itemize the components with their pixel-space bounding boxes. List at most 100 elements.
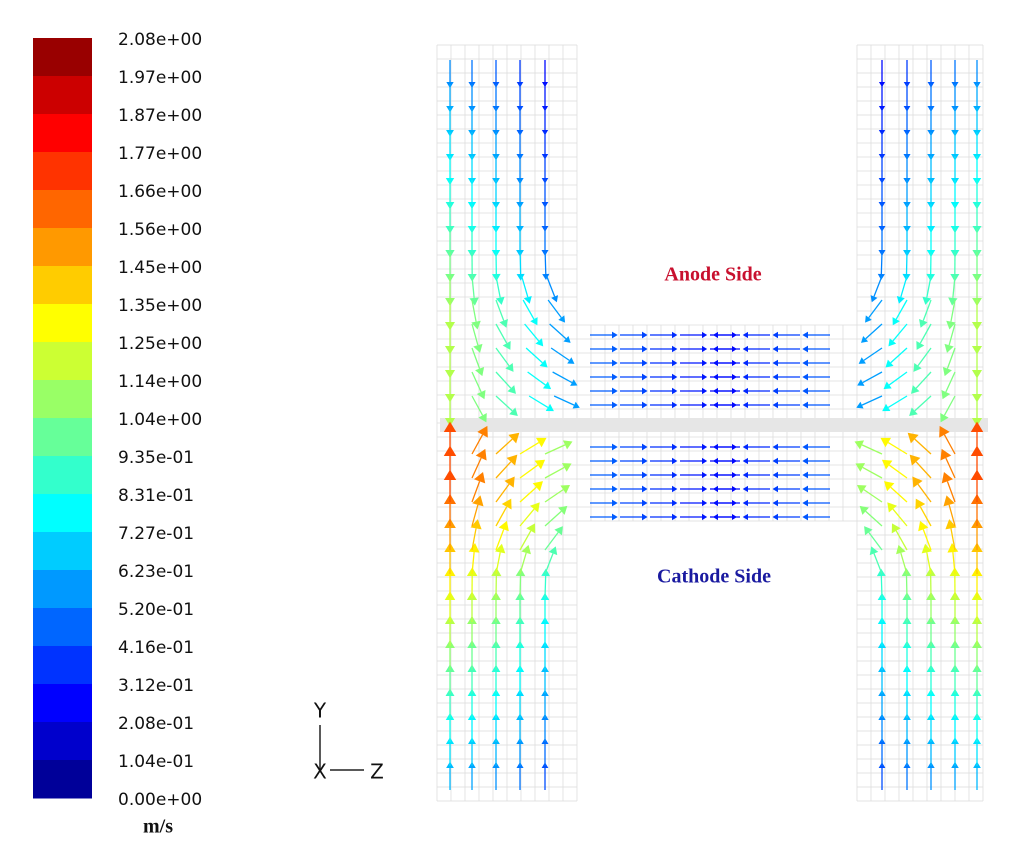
vector-head [471, 320, 481, 330]
vector-head [523, 295, 532, 304]
vector-shaft [952, 275, 956, 298]
vector-head [870, 295, 878, 303]
vector-head [672, 471, 678, 479]
vector-head [911, 385, 920, 394]
vector-shaft [922, 529, 932, 551]
vector-head [939, 425, 950, 438]
vector-head [742, 457, 748, 465]
vector-shaft [495, 347, 510, 367]
vector-head [558, 315, 566, 323]
vector-shaft [926, 275, 932, 298]
vector-head [509, 407, 518, 416]
vector-head [642, 401, 648, 409]
vector-head [802, 471, 808, 479]
color-band [33, 190, 92, 229]
vector-head [672, 387, 678, 395]
vector-head [802, 331, 808, 339]
vector-head [478, 412, 487, 423]
vector-head [896, 295, 905, 304]
vector-shaft [862, 466, 883, 479]
vector-head [772, 345, 778, 353]
vector-shaft [522, 299, 535, 320]
vector-head [475, 448, 487, 461]
vector-shaft [519, 530, 532, 551]
vector-head [896, 544, 906, 555]
vector-shaft [917, 483, 932, 503]
vector-shaft [890, 347, 908, 364]
vector-shaft [895, 299, 908, 320]
vector-head [702, 331, 708, 339]
vector-shaft [915, 461, 932, 479]
vector-head [642, 485, 648, 493]
vector-head [560, 484, 571, 494]
vector-head [742, 471, 748, 479]
vector-head [702, 373, 708, 381]
vector-head [672, 443, 678, 451]
vector-head [880, 437, 892, 448]
vector-head [504, 476, 515, 488]
vector-head [712, 401, 718, 409]
colorbar-label: 4.16e-01 [118, 638, 194, 658]
vector-head [521, 544, 531, 555]
vector-head [535, 338, 544, 347]
vector-head [712, 457, 718, 465]
vector-head [856, 484, 867, 494]
vector-head [802, 345, 808, 353]
vector-head [772, 513, 778, 521]
vector-head [508, 432, 520, 444]
vector-head [535, 437, 547, 448]
vector-shaft [895, 530, 908, 551]
vector-head [642, 499, 648, 507]
vector-head [772, 457, 778, 465]
color-band [33, 38, 92, 77]
vector-shaft [888, 371, 908, 386]
vector-head [891, 523, 901, 534]
vector-shaft [544, 251, 547, 275]
colorbar-label: 7.27e-01 [118, 524, 194, 544]
vector-head [526, 523, 536, 534]
vector-shaft [552, 371, 573, 384]
vector-head [702, 401, 708, 409]
vector-shaft [549, 323, 567, 340]
vector-shaft [887, 442, 908, 455]
vector-field [436, 44, 988, 802]
vector-head [712, 373, 718, 381]
vector-head [642, 345, 648, 353]
vector-head [612, 485, 618, 493]
vector-shaft [917, 347, 932, 367]
vector-head [742, 401, 748, 409]
vector-head [941, 390, 951, 400]
vector-head [772, 387, 778, 395]
vector-head [702, 387, 708, 395]
vector-head [516, 273, 525, 281]
vector-shaft [547, 299, 562, 318]
vector-shaft [544, 575, 547, 599]
vector-head [476, 390, 486, 400]
vector-shaft [471, 457, 482, 479]
vector-head [907, 432, 919, 444]
colorbar-label: 0.00e+00 [118, 790, 202, 810]
vector-head [772, 331, 778, 339]
vector-shaft [900, 552, 908, 575]
vector-head [947, 543, 959, 553]
vector-shaft [946, 481, 956, 503]
vector-head [672, 359, 678, 367]
vector-shaft [948, 504, 956, 527]
vector-head [672, 401, 678, 409]
vector-head [612, 443, 618, 451]
vector-head [888, 338, 897, 347]
vector-head [772, 485, 778, 493]
vector-shaft [914, 438, 932, 455]
vector-head [477, 425, 488, 438]
colorbar-label: 1.14e+00 [118, 372, 202, 392]
vector-head [883, 381, 892, 390]
vector-shaft [544, 553, 554, 575]
vector-shaft [915, 371, 932, 389]
vector-head [772, 401, 778, 409]
vector-head [642, 387, 648, 395]
vector-head [545, 403, 554, 412]
vector-head [501, 498, 512, 510]
vector-shaft [880, 575, 883, 599]
vector-head [909, 454, 921, 466]
vector-head [909, 407, 918, 416]
